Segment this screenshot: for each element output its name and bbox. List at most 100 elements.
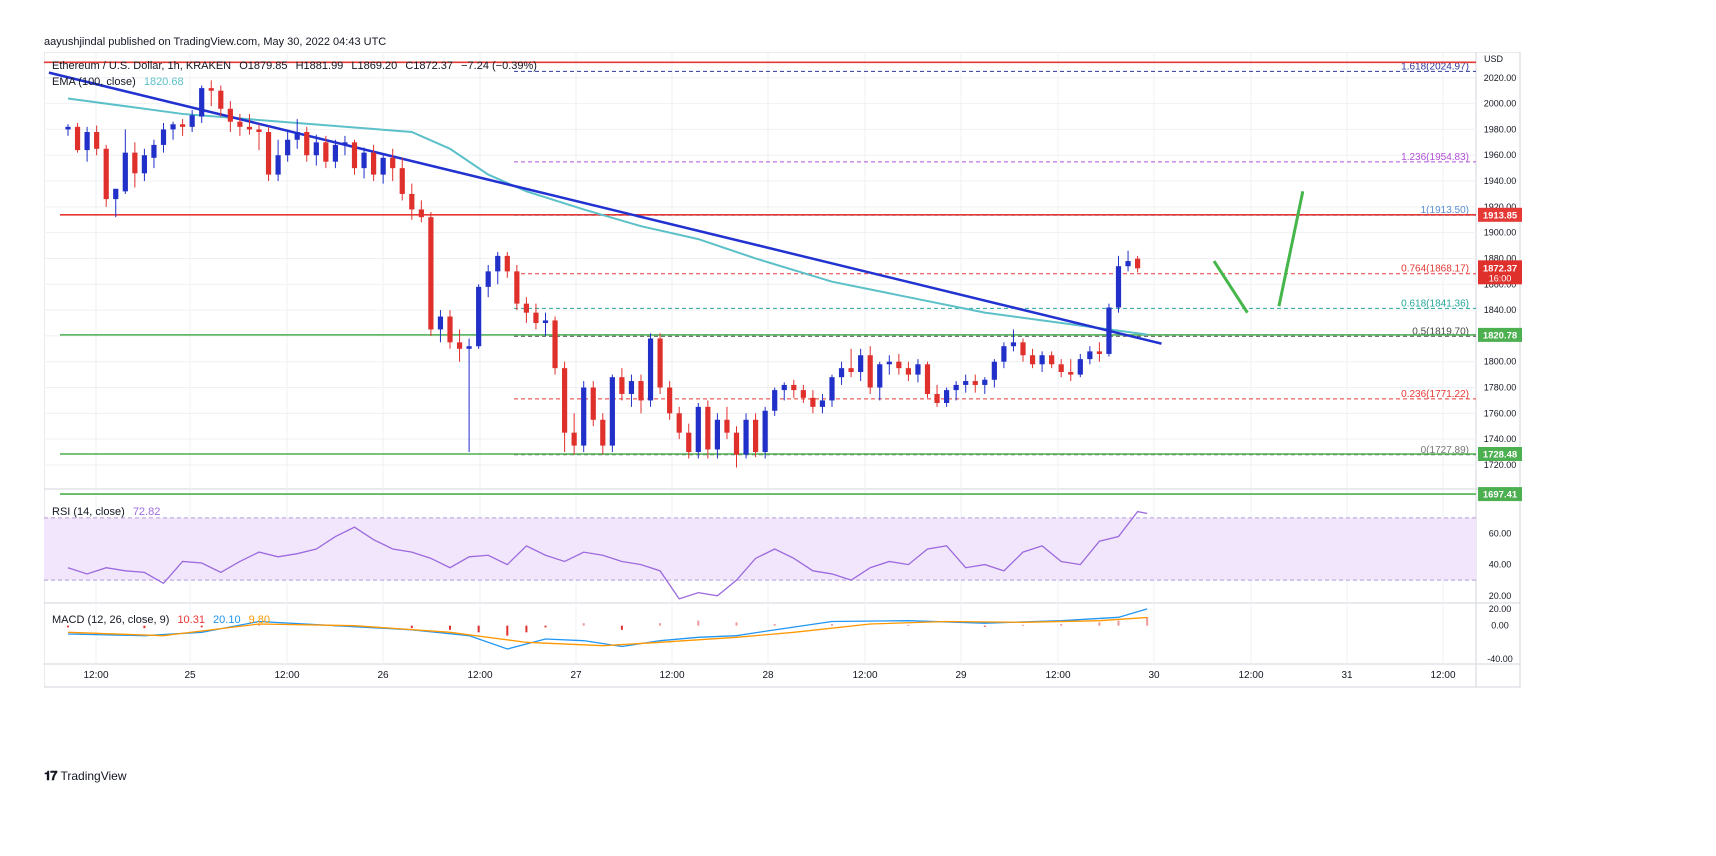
macd-axis-label: -40.00 <box>1487 654 1513 664</box>
candle-body <box>905 368 911 375</box>
candle-body <box>781 384 787 391</box>
candle-body <box>428 217 434 330</box>
candle-body <box>848 368 854 373</box>
candle-body <box>657 338 663 388</box>
candle-body <box>600 419 606 446</box>
candle-body <box>609 377 615 446</box>
candle-body <box>447 316 453 343</box>
macd-value-3: 9.80 <box>248 614 271 626</box>
price-axis-label: 1980.00 <box>1484 124 1517 134</box>
chart-canvas[interactable]: 12:00 25 12:00 26 12:00 27 12:00 28 12:00 29 12:00… <box>44 52 1685 760</box>
price-axis-label: 1960.00 <box>1484 150 1517 160</box>
candle-body <box>867 355 873 388</box>
price-axis-label: 2020.00 <box>1484 73 1517 83</box>
macd-value-1: 10.31 <box>177 614 205 626</box>
candle-body <box>495 255 501 272</box>
candle-body <box>944 390 950 403</box>
candle-body <box>361 152 367 169</box>
candle-body <box>323 142 329 162</box>
candle-body <box>409 193 415 210</box>
ohlc-low: L1869.20 <box>351 60 398 72</box>
candle-body <box>256 129 262 133</box>
candle-body <box>1029 355 1036 365</box>
macd-histogram-bar <box>477 625 480 633</box>
publisher-line: aayushjindal published on TradingView.co… <box>44 36 387 48</box>
support-price-tag <box>1478 327 1522 342</box>
macd-histogram-bar <box>1022 624 1024 626</box>
price-axis-label: 1900.00 <box>1484 228 1517 238</box>
time-axis-label: 12:00 <box>83 670 108 681</box>
time-axis-label: 26 <box>377 670 389 681</box>
last-price-countdown: 16:00 <box>1489 273 1512 283</box>
time-axis-label: 12:00 <box>1238 670 1263 681</box>
candle-body <box>800 390 806 398</box>
time-axis-label: 12:00 <box>467 670 492 681</box>
candle-body <box>581 387 587 446</box>
candle-body <box>552 320 558 369</box>
price-axis-label: 2000.00 <box>1484 99 1517 109</box>
price-axis-label: 1840.00 <box>1484 305 1517 315</box>
candle-body <box>886 361 892 365</box>
candle-body <box>476 286 482 347</box>
time-axis-label: 30 <box>1148 670 1160 681</box>
support-price-tag-label: 1728.48 <box>1483 449 1517 460</box>
candle-body <box>514 271 520 304</box>
ema-100-line <box>67 97 1148 336</box>
time-axis-label: 12:00 <box>852 670 877 681</box>
resistance-price-tag-label: 1913.85 <box>1483 210 1518 221</box>
candle-body <box>437 316 444 330</box>
rsi-axis-label: 20.00 <box>1489 591 1512 601</box>
candle-body <box>189 115 195 127</box>
candle-body <box>533 312 539 323</box>
rsi-label: RSI (14, close) <box>52 506 125 518</box>
candle-body <box>1096 351 1102 354</box>
projection-up-leg <box>1277 191 1305 307</box>
candle-body <box>390 157 396 169</box>
macd-histogram-bar <box>620 625 623 630</box>
macd-line <box>67 608 1148 650</box>
support-price-tag <box>1478 487 1522 502</box>
macd-histogram-bar <box>773 624 776 626</box>
candle-body <box>342 142 348 145</box>
candle-body <box>1049 355 1055 365</box>
candle-body <box>819 400 826 407</box>
price-change: −7.24 (−0.39%) <box>461 60 537 72</box>
candle-body <box>199 88 205 117</box>
support-price-tag <box>1478 446 1522 461</box>
candle-body <box>141 155 147 174</box>
candle-body <box>705 406 711 450</box>
time-axis-label: 12:00 <box>1045 670 1070 681</box>
main-legend: Ethereum / U.S. Dollar, 1h, KRAKEN O1879… <box>52 60 542 72</box>
price-axis-unit: USD <box>1484 54 1504 64</box>
candle-body <box>772 390 778 411</box>
candle-body <box>371 152 377 175</box>
macd-axis-label: 20.00 <box>1489 604 1512 614</box>
candle-body <box>934 393 940 403</box>
ohlc-close: C1872.37 <box>405 60 454 72</box>
candle-body <box>590 387 596 420</box>
macd-histogram-bar <box>1060 624 1063 626</box>
ema-value: 1820.68 <box>143 76 184 88</box>
candle-body <box>485 271 491 287</box>
projection-down-leg <box>1212 260 1249 314</box>
ohlc-high: H1881.99 <box>295 60 344 72</box>
macd-value-2: 20.10 <box>213 614 241 626</box>
candle-body <box>122 152 128 192</box>
macd-histogram-bar <box>200 625 203 628</box>
candle-body <box>180 124 186 127</box>
candle-body <box>953 384 959 391</box>
candle-body <box>695 406 701 453</box>
signal-line <box>67 616 1148 647</box>
candle-body <box>714 419 720 450</box>
rsi-axis-label: 40.00 <box>1489 560 1512 570</box>
time-axis-label: 31 <box>1341 670 1353 681</box>
candle-body <box>619 377 625 394</box>
rsi-legend: RSI (14, close) 72.82 <box>52 506 165 518</box>
candle-body <box>1068 372 1074 375</box>
candle-body <box>218 90 224 109</box>
candle-body <box>65 126 71 130</box>
candle-body <box>265 132 272 175</box>
fib-level-label: 1(1913.50) <box>1421 205 1469 216</box>
candle-body <box>924 364 931 394</box>
footer-brand: TradingView <box>60 769 127 783</box>
